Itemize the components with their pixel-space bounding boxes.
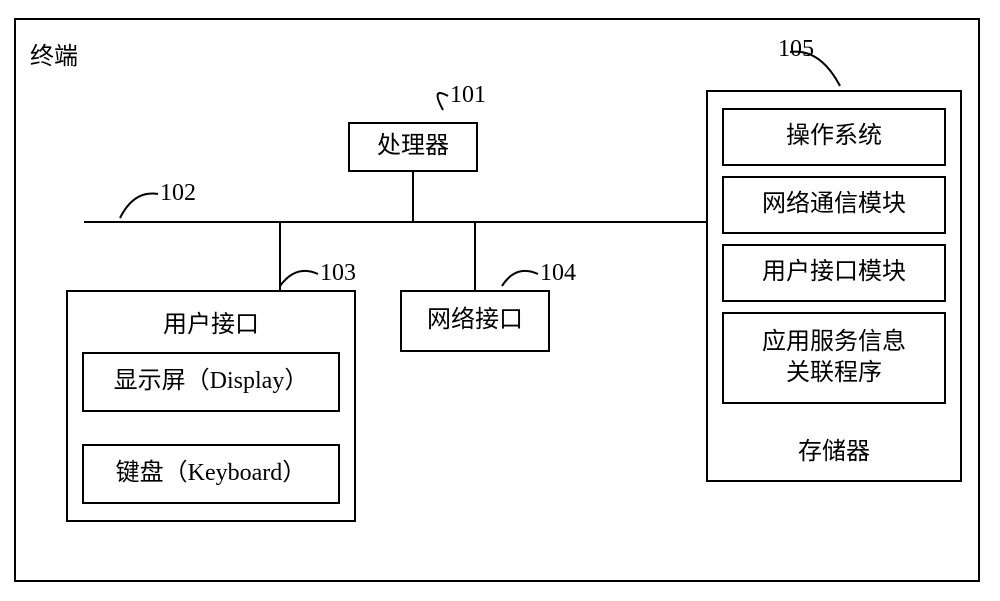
- keyboard-label: 键盘（Keyboard）: [116, 458, 307, 489]
- display-box: 显示屏（Display）: [82, 352, 340, 412]
- network-interface-box: 网络接口: [400, 290, 550, 352]
- os-box: 操作系统: [722, 108, 946, 166]
- user-interface-label: 用户接口: [68, 304, 354, 339]
- display-label: 显示屏（Display）: [114, 366, 309, 397]
- ref-105: 105: [778, 36, 814, 63]
- ui-module-label: 用户接口模块: [762, 257, 906, 288]
- app-prog-box: 应用服务信息 关联程序: [722, 312, 946, 404]
- ref-101: 101: [450, 82, 486, 109]
- terminal-label: 终端: [30, 36, 78, 71]
- processor-box: 处理器: [348, 122, 478, 172]
- net-comm-box: 网络通信模块: [722, 176, 946, 234]
- net-comm-label: 网络通信模块: [762, 189, 906, 220]
- app-prog-label: 应用服务信息 关联程序: [762, 327, 906, 389]
- network-interface-label: 网络接口: [427, 305, 523, 336]
- processor-label: 处理器: [377, 131, 449, 162]
- diagram-canvas: 终端 处理器 用户接口 显示屏（Display） 键盘（Keyboard） 网络…: [0, 0, 1000, 601]
- keyboard-box: 键盘（Keyboard）: [82, 444, 340, 504]
- ref-102: 102: [160, 180, 196, 207]
- ref-104: 104: [540, 260, 576, 287]
- ref-103: 103: [320, 260, 356, 287]
- os-label: 操作系统: [786, 121, 882, 152]
- memory-label: 存储器: [708, 431, 960, 466]
- ui-module-box: 用户接口模块: [722, 244, 946, 302]
